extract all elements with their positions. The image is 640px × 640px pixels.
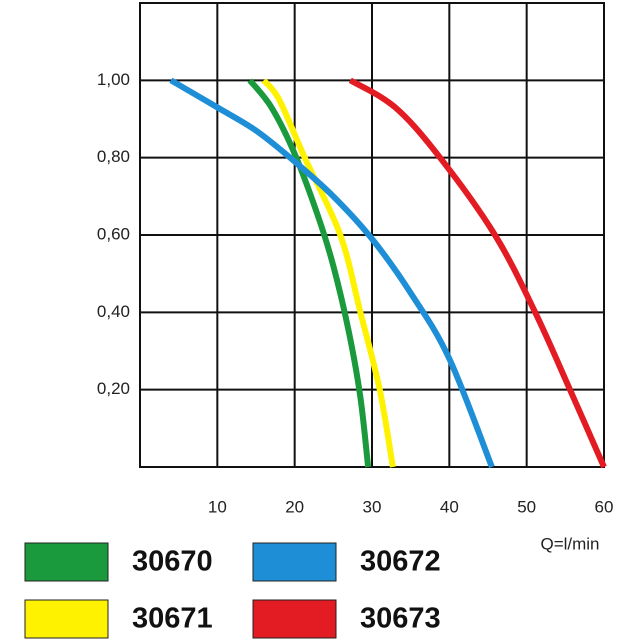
x-tick-label: 20	[285, 497, 304, 516]
x-tick-label: 50	[517, 497, 536, 516]
y-tick-label: 0,60	[97, 224, 130, 243]
curve	[261, 78, 396, 468]
x-tick-label: 60	[595, 497, 614, 516]
y-tick-label: 0,80	[97, 147, 130, 166]
legend-label: 30671	[132, 603, 213, 635]
y-tick-label: 0,20	[97, 379, 130, 398]
y-tick-label: 0,40	[97, 302, 130, 321]
x-tick-label: 10	[208, 497, 227, 516]
x-axis-label: Q=l/min	[540, 534, 599, 553]
curve	[247, 78, 372, 468]
curve	[348, 77, 607, 469]
legend-swatch	[24, 542, 109, 582]
legend-label: 30672	[360, 546, 441, 578]
x-tick-label: 40	[440, 497, 459, 516]
legend-label: 30670	[132, 546, 213, 578]
curve	[169, 77, 495, 469]
legend-swatch	[24, 599, 109, 639]
y-tick-label: 1,00	[97, 70, 130, 89]
legend-swatch	[252, 542, 337, 582]
legend-label: 30673	[360, 603, 441, 635]
x-tick-label: 30	[363, 497, 382, 516]
legend-swatch	[252, 599, 337, 639]
